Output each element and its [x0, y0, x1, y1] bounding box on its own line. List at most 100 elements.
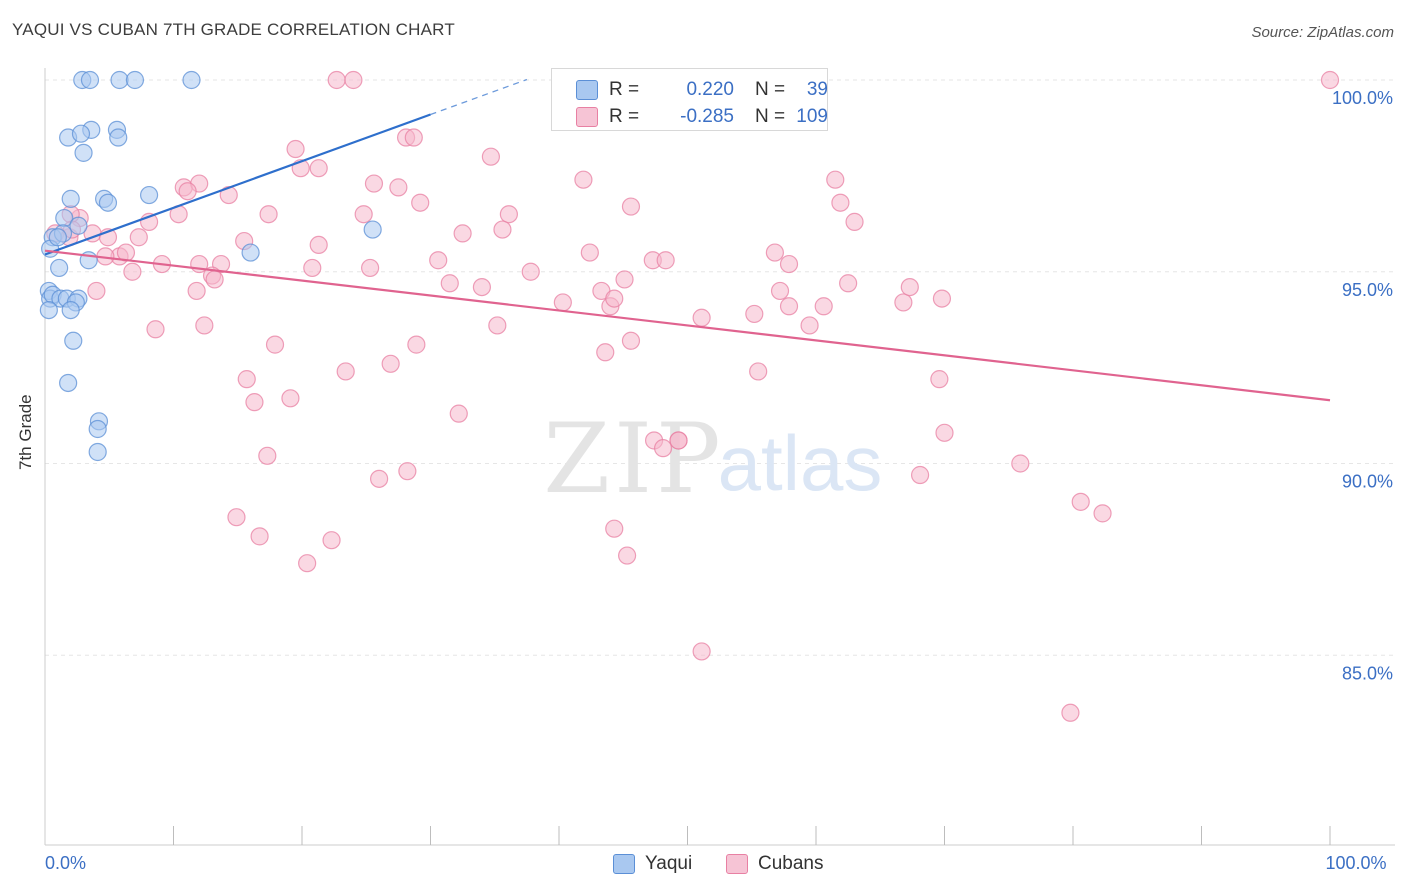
cubans-point	[364, 174, 384, 193]
cubans-point	[770, 281, 790, 301]
cubans-point	[309, 235, 328, 255]
yaqui-point	[59, 373, 78, 393]
cubans-point	[195, 316, 214, 335]
y-tick-label: 95.0%	[1342, 280, 1393, 300]
cubans-point	[205, 270, 224, 289]
yaqui-point	[69, 216, 88, 235]
x-tick-label: 0.0%	[45, 853, 86, 873]
cubans-point	[449, 404, 468, 423]
cubans-point	[245, 393, 264, 412]
cubans-point	[692, 642, 711, 661]
yaqui-point	[110, 70, 129, 90]
yaqui-point	[50, 258, 69, 278]
grid-layer	[45, 79, 1395, 656]
yaqui-point	[71, 124, 91, 143]
r-label: R =	[609, 79, 640, 100]
cubans-point	[779, 297, 799, 316]
yaqui-point	[98, 193, 118, 212]
watermark-zip: ZIP	[543, 403, 724, 515]
n-value: 109	[796, 106, 828, 127]
n-value: 39	[806, 79, 828, 100]
yaqui-point	[88, 419, 107, 439]
cubans-point	[336, 362, 355, 381]
cubans-point	[453, 224, 472, 243]
cubans-point	[553, 293, 572, 312]
cubans-point	[322, 531, 341, 550]
cubans-point	[1093, 504, 1112, 523]
cubans-point	[900, 277, 919, 297]
cubans-point	[123, 262, 142, 281]
y-tick-label: 100.0%	[1332, 88, 1393, 108]
cubans-point	[618, 546, 637, 565]
cubans-point	[653, 439, 673, 458]
yaqui-point	[363, 220, 382, 239]
yaqui-trend-extension	[430, 78, 528, 116]
tick-labels: 85.0% 90.0% 95.0% 100.0% 0.0% 100.0%	[45, 88, 1393, 873]
cubans-point	[574, 170, 593, 189]
r-value: -0.285	[680, 106, 734, 127]
cubans-legend-label: Cubans	[758, 853, 824, 874]
cubans-point	[935, 423, 954, 442]
y-tick-label: 85.0%	[1342, 663, 1393, 683]
yaqui-point	[80, 70, 100, 90]
yaqui-point	[139, 185, 159, 205]
cubans-point	[1071, 492, 1090, 511]
yaqui-legend-swatch	[613, 854, 635, 874]
cubans-point	[381, 354, 400, 373]
cubans-point	[440, 274, 459, 293]
cubans-point	[309, 159, 328, 178]
cubans-point	[303, 258, 322, 278]
cubans-point	[580, 243, 599, 262]
cubans-point	[605, 289, 624, 308]
yaqui-point	[125, 70, 145, 90]
cubans-point	[258, 446, 277, 465]
cubans-point	[910, 465, 930, 485]
yaqui-legend-label: Yaqui	[645, 853, 693, 874]
cubans-point	[298, 554, 317, 573]
cubans-point	[596, 343, 615, 362]
cubans-point	[411, 193, 430, 212]
yaqui-point	[109, 128, 128, 147]
yaqui-point	[48, 228, 67, 247]
cubans-point	[621, 331, 641, 350]
source-label: Source: ZipAtlas.com	[1251, 24, 1394, 41]
cubans-point	[227, 508, 246, 527]
cubans-point	[814, 297, 833, 316]
r-value: 0.220	[686, 79, 734, 100]
n-label: N =	[755, 106, 786, 127]
cubans-point	[407, 335, 426, 354]
axis-layer	[44, 68, 1395, 846]
yaqui-point	[64, 331, 83, 350]
cubans-point	[344, 70, 363, 90]
cubans-point	[219, 185, 238, 205]
yaqui-point	[88, 442, 107, 462]
cubans-point	[286, 139, 305, 159]
trend-lines	[44, 78, 1331, 402]
cubans-point	[930, 370, 949, 389]
cubans-point	[1320, 70, 1340, 90]
cubans-point	[87, 281, 106, 301]
watermark: ZIP atlas	[543, 403, 882, 515]
cubans-point	[765, 243, 784, 262]
cubans-point	[250, 527, 269, 546]
cubans-point	[429, 251, 448, 270]
cubans-point	[389, 178, 408, 197]
r-label: R =	[609, 106, 640, 127]
cubans-point	[265, 335, 285, 354]
yaqui-point	[61, 189, 80, 208]
cubans-point	[621, 197, 641, 216]
cubans-point	[669, 431, 688, 450]
cubans-point	[839, 274, 858, 293]
cubans-point	[692, 308, 711, 327]
cubans-point	[826, 170, 845, 189]
cubans-swatch	[576, 107, 598, 127]
yaqui-points	[39, 70, 382, 462]
cubans-point	[129, 228, 148, 247]
watermark-atlas: atlas	[718, 419, 883, 507]
cubans-point	[499, 205, 518, 224]
yaqui-trend-line	[44, 113, 431, 256]
cubans-point	[521, 262, 540, 281]
y-tick-label: 90.0%	[1342, 472, 1393, 492]
yaqui-point	[182, 70, 201, 90]
cubans-point	[281, 389, 300, 408]
